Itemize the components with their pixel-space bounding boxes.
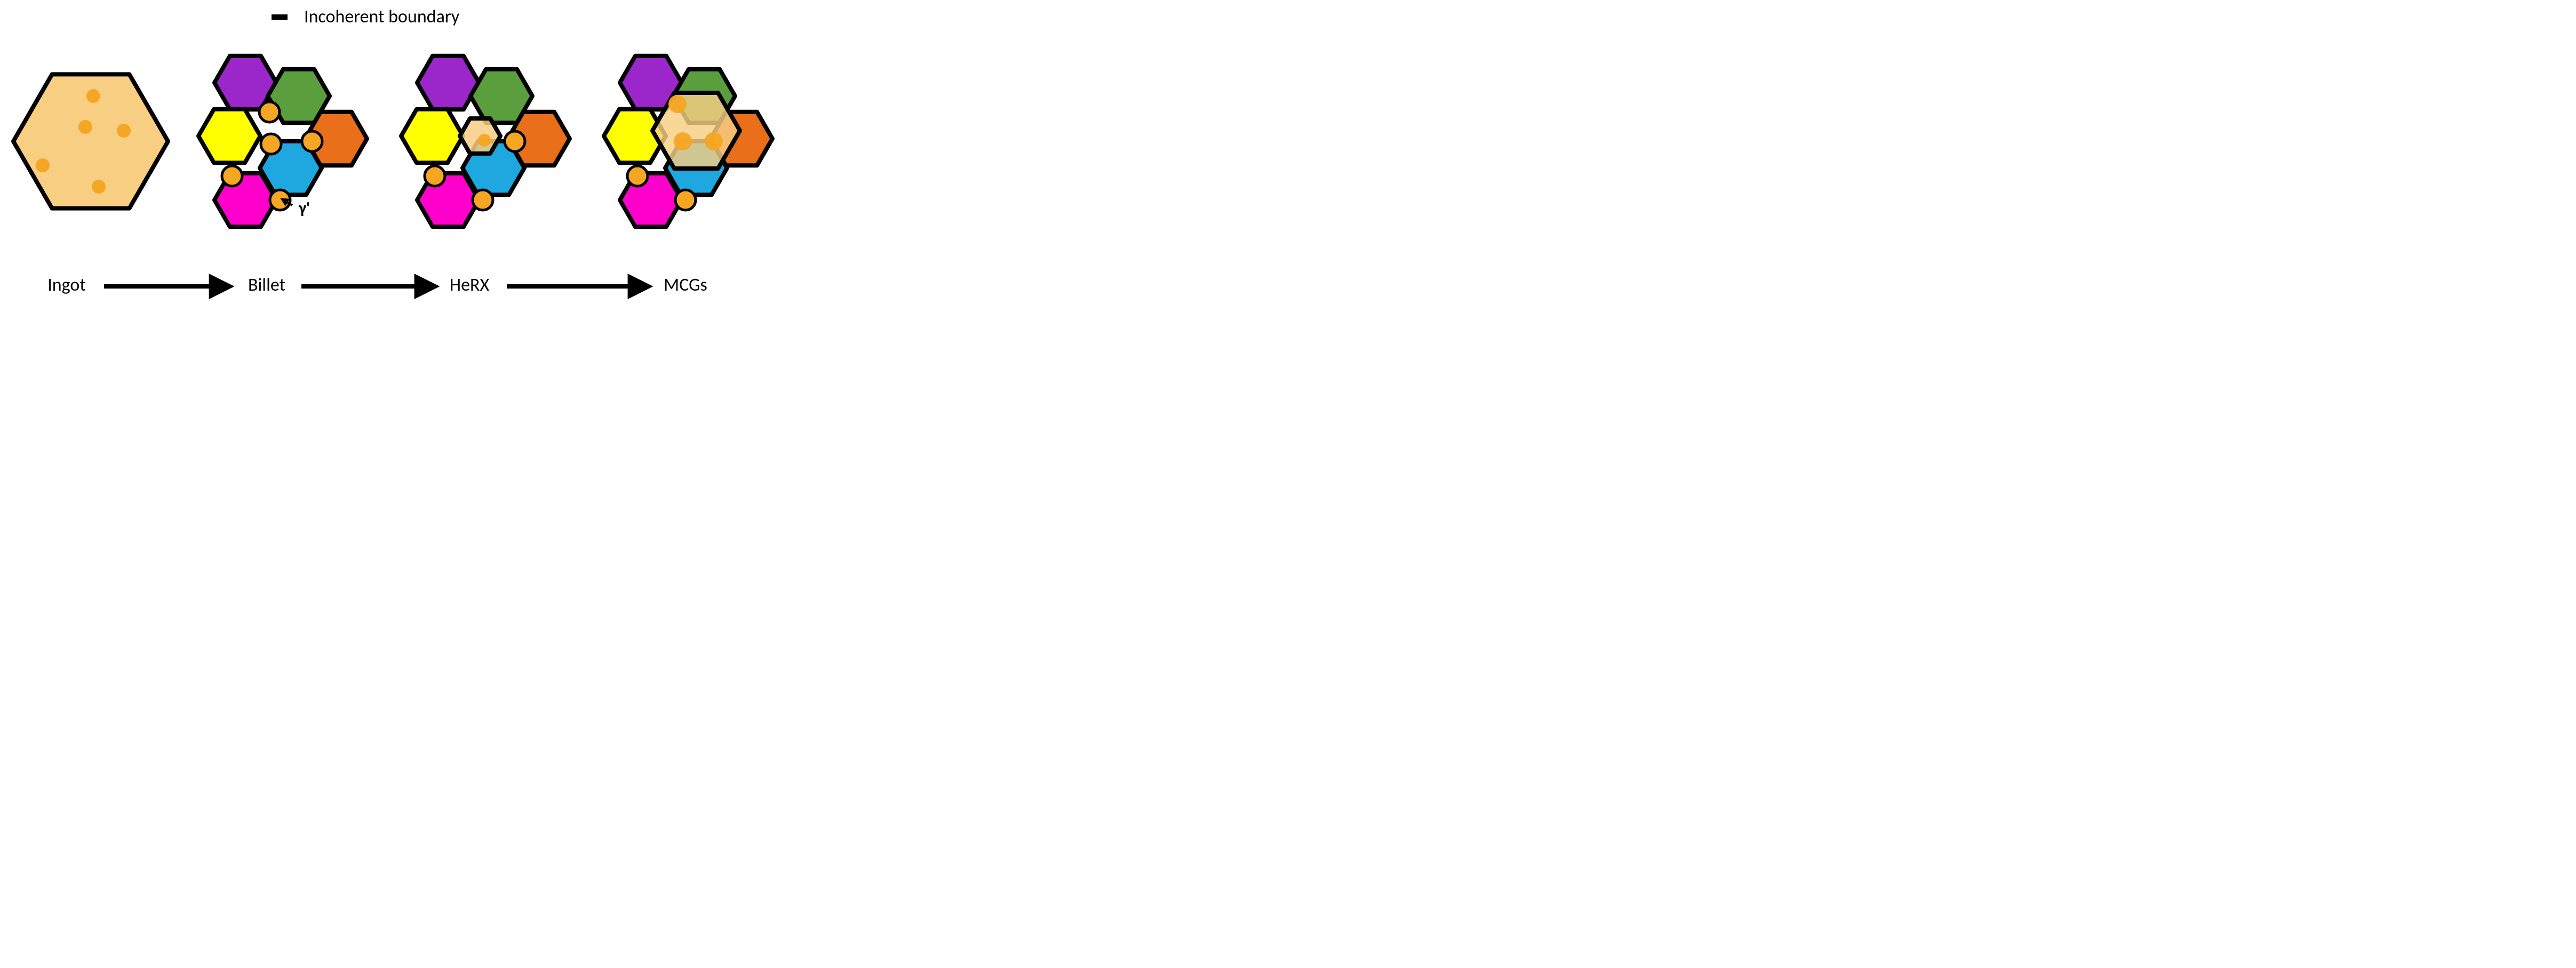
stage-label: Ingot — [47, 274, 86, 296]
gamma-prime-particle — [425, 166, 445, 186]
ingot-precipitate — [92, 180, 106, 194]
grain-hex-yellow — [198, 109, 260, 163]
gamma-prime-particle — [675, 190, 696, 210]
ingot-precipitate — [36, 158, 50, 172]
gamma-prime-particle — [261, 134, 281, 154]
gamma-prime-particle — [222, 166, 242, 186]
cluster-mcgs — [604, 56, 772, 227]
cluster-herx — [401, 56, 570, 227]
gamma-prime-particle — [473, 190, 493, 210]
grain-hex-purple — [417, 56, 479, 109]
legend-swatch — [272, 14, 288, 20]
gamma-prime-particle — [302, 131, 322, 151]
grain-hex-yellow — [401, 109, 463, 163]
stage-label: Billet — [248, 274, 285, 296]
overlay-precipitate — [674, 132, 692, 150]
gamma-prime-particle — [270, 190, 290, 210]
overlay-precipitate — [478, 134, 491, 147]
stage-label: HeRX — [450, 274, 490, 296]
overlay-precipitate — [668, 95, 687, 113]
gamma-label: γ' — [298, 198, 310, 218]
ingot-precipitate — [117, 124, 131, 138]
ingot-precipitate — [86, 89, 100, 103]
gamma-prime-particle — [505, 131, 525, 151]
gamma-prime-particle — [627, 166, 648, 186]
ingot-precipitate — [78, 120, 92, 134]
gamma-prime-particle — [259, 102, 280, 122]
stage-label: MCGs — [664, 274, 707, 296]
legend-label: Incoherent boundary — [304, 6, 460, 28]
cluster-billet — [198, 56, 367, 227]
overlay-precipitate — [705, 132, 723, 150]
overlay-grain — [652, 93, 740, 169]
